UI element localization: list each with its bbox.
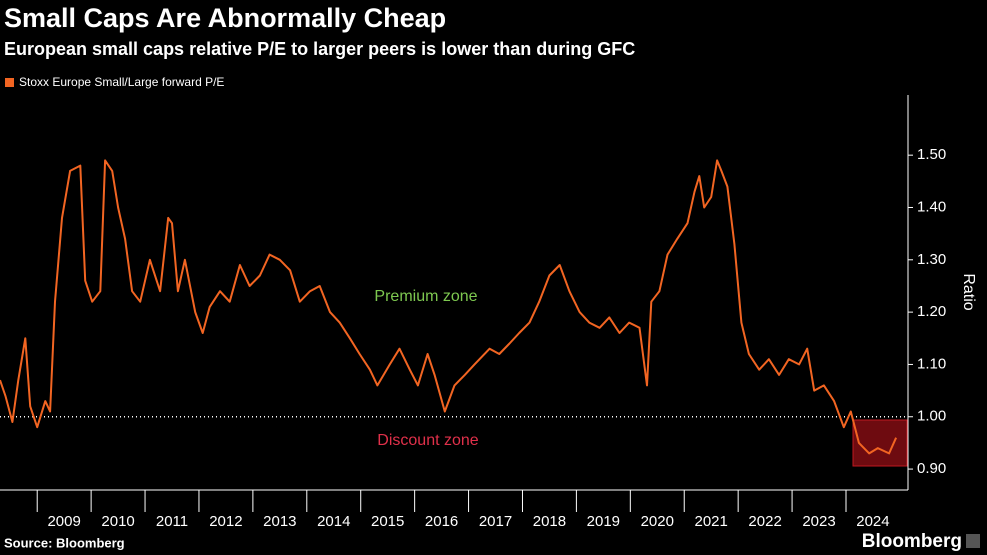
annotation: Premium zone bbox=[374, 288, 477, 305]
x-tick-label: 2011 bbox=[156, 513, 188, 530]
x-tick-label: 2012 bbox=[209, 513, 242, 530]
x-tick-label: 2020 bbox=[641, 513, 674, 530]
x-tick-label: 2014 bbox=[317, 513, 350, 530]
chart-subtitle: European small caps relative P/E to larg… bbox=[4, 39, 635, 59]
y-tick-label: 1.00 bbox=[917, 408, 946, 425]
x-tick-label: 2024 bbox=[856, 513, 889, 530]
legend-swatch bbox=[5, 78, 14, 87]
x-tick-label: 2021 bbox=[695, 513, 728, 530]
x-tick-label: 2019 bbox=[587, 513, 620, 530]
x-tick-label: 2018 bbox=[533, 513, 566, 530]
chart-title: Small Caps Are Abnormally Cheap bbox=[4, 3, 446, 33]
annotation: Discount zone bbox=[377, 432, 478, 449]
y-tick-label: 1.30 bbox=[917, 251, 946, 268]
x-tick-label: 2017 bbox=[479, 513, 512, 530]
x-tick-label: 2022 bbox=[748, 513, 781, 530]
x-tick-label: 2013 bbox=[263, 513, 296, 530]
highlight-box bbox=[852, 419, 908, 467]
y-tick-label: 0.90 bbox=[917, 460, 946, 477]
brand: Bloomberg bbox=[862, 531, 962, 552]
y-tick-label: 1.40 bbox=[917, 198, 946, 215]
y-tick-label: 1.10 bbox=[917, 355, 946, 372]
brand-icon bbox=[966, 534, 980, 548]
y-axis-label: Ratio bbox=[960, 273, 977, 310]
source: Source: Bloomberg bbox=[4, 535, 125, 550]
x-tick-label: 2015 bbox=[371, 513, 404, 530]
series-line bbox=[0, 159, 898, 455]
y-tick-label: 1.50 bbox=[917, 146, 946, 163]
y-tick-label: 1.20 bbox=[917, 303, 946, 320]
legend-label: Stoxx Europe Small/Large forward P/E bbox=[19, 75, 224, 89]
x-tick-label: 2009 bbox=[47, 513, 80, 530]
x-tick-label: 2010 bbox=[101, 513, 134, 530]
x-tick-label: 2016 bbox=[425, 513, 458, 530]
x-tick-label: 2023 bbox=[802, 513, 835, 530]
